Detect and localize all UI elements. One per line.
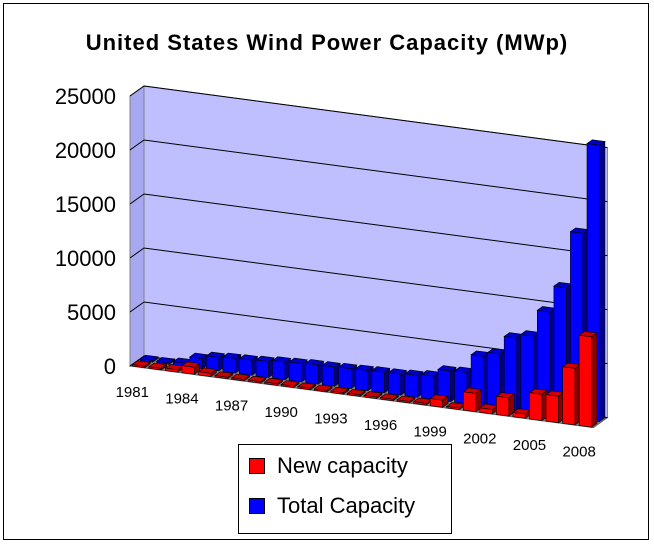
grid-line: [129, 193, 608, 257]
bar-new: [297, 382, 317, 391]
legend-label-total: Total Capacity: [277, 493, 416, 518]
bar-total: [354, 364, 375, 392]
legend-label-new: New capacity: [277, 453, 408, 478]
bar-total: [155, 357, 176, 365]
bar-total: [255, 355, 275, 379]
bar-new: [197, 367, 218, 378]
y-axis-ticks: 0 5000 10000 15000 20000 25000: [55, 84, 116, 379]
bar-new: [181, 361, 201, 375]
bar-new: [313, 384, 333, 393]
bar-new: [230, 373, 251, 382]
bar-total: [205, 351, 225, 372]
bar-new: [445, 402, 466, 411]
x-tick-label: 1987: [215, 397, 248, 414]
y-tick-label: 0: [104, 354, 116, 379]
x-tick-label: 2008: [562, 444, 595, 461]
bar-new: [148, 362, 168, 371]
bar-new: [495, 392, 516, 417]
bar-total: [238, 354, 259, 376]
x-tick-label: 1993: [314, 411, 347, 428]
x-tick-label: 1984: [165, 391, 198, 408]
bar-total: [304, 359, 325, 385]
side-wall: [129, 85, 145, 367]
bar-new: [131, 360, 152, 369]
bar-new: [429, 394, 449, 408]
grid-line: [129, 247, 608, 311]
x-tick-label: 1996: [364, 417, 397, 434]
x-tick-label: 1990: [265, 404, 298, 421]
y-tick-label: 25000: [55, 84, 116, 109]
bar-new: [479, 403, 499, 415]
bar-total: [139, 354, 159, 363]
bar-new: [396, 395, 416, 404]
grid-line: [129, 301, 608, 365]
bar-new: [214, 371, 234, 380]
bar-new: [346, 389, 367, 397]
bar-total: [271, 356, 292, 381]
y-tick-label: 5000: [67, 300, 116, 325]
bar-total: [371, 366, 391, 394]
x-axis-ticks: 1981 1984 1987 1990 1993 1996 1999 2002 2005 2008: [116, 384, 596, 460]
legend-item-new: New capacity: [249, 453, 408, 479]
x-tick-label: 1999: [413, 424, 446, 441]
bar-total: [337, 362, 358, 390]
grid-line: [129, 85, 608, 149]
bar-new: [412, 397, 433, 406]
bar-new: [578, 331, 598, 428]
bar-new: [545, 390, 565, 424]
bar-total: [222, 352, 242, 374]
bar-new: [462, 387, 482, 413]
bar-new: [363, 391, 383, 400]
y-tick-label: 10000: [55, 246, 116, 271]
x-tick-label: 2005: [513, 437, 546, 454]
bar-new: [164, 363, 185, 373]
bar-total: [288, 357, 308, 383]
legend-swatch-total: [249, 498, 265, 514]
bar-new: [561, 362, 582, 426]
chart-title: United States Wind Power Capacity (MWp): [85, 30, 569, 55]
bar-new: [379, 393, 400, 402]
bars: [131, 139, 606, 428]
legend-item-total: Total Capacity: [249, 493, 415, 519]
bar-total: [404, 369, 424, 398]
x-tick-label: 2002: [463, 430, 496, 447]
bar-new: [330, 386, 350, 395]
y-tick-label: 20000: [55, 138, 116, 163]
bar-new: [528, 388, 549, 422]
x-tick-label: 1981: [116, 384, 149, 401]
legend: New capacity Total Capacity: [238, 444, 452, 534]
bar-total: [387, 368, 408, 396]
bar-total: [321, 361, 341, 387]
y-tick-label: 15000: [55, 192, 116, 217]
grid-line: [129, 139, 608, 203]
legend-swatch-new: [249, 458, 265, 474]
bar-new: [247, 375, 267, 384]
bar-total: [503, 332, 523, 412]
bar-new: [280, 380, 300, 389]
bar-new: [263, 377, 284, 386]
